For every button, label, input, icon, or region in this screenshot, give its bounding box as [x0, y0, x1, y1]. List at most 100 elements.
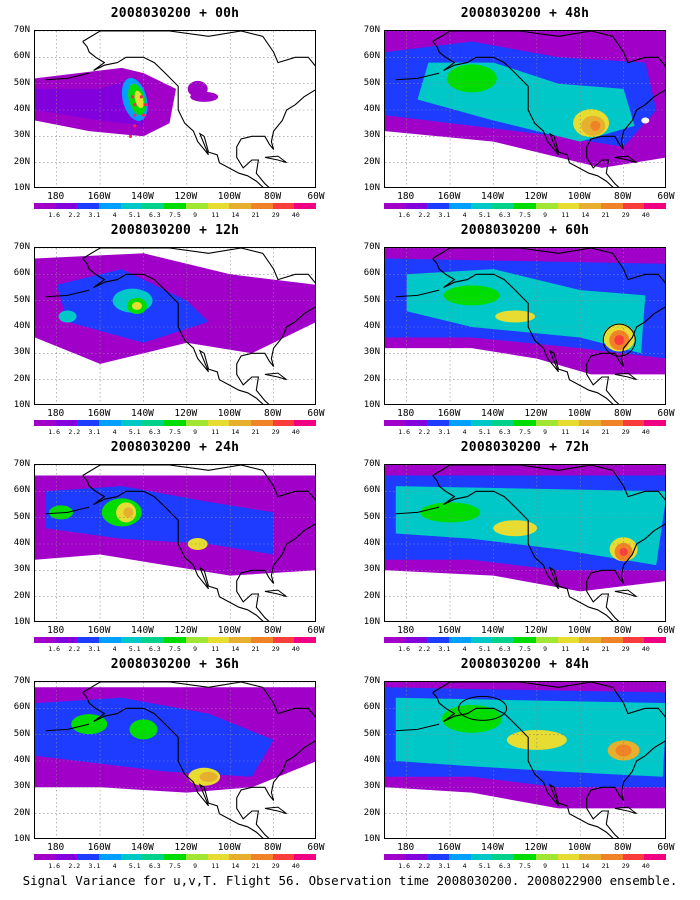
- colorbar-label: 9: [543, 862, 548, 870]
- colorbar-label: 2.2: [68, 645, 81, 653]
- colorbar-label: 6.3: [148, 211, 161, 219]
- lon-tick-label: 80W: [614, 408, 632, 419]
- lat-tick-label: 60N: [13, 485, 30, 496]
- flight-track-dot: [133, 103, 137, 107]
- colorbar-label: 6.3: [148, 645, 161, 653]
- lat-tick-label: 10N: [363, 400, 380, 410]
- colorbar-label: 5.1: [128, 428, 141, 436]
- colorbar-swatch: [514, 420, 536, 426]
- colorbar-swatch: [164, 854, 186, 860]
- colorbar-swatch: [55, 203, 78, 209]
- colorbar-label: 2.2: [418, 211, 431, 219]
- lat-tick-label: 70N: [13, 25, 30, 35]
- colorbar-swatch: [185, 854, 208, 860]
- lon-tick-label: 160W: [87, 408, 111, 419]
- colorbar-label: 11: [211, 862, 220, 870]
- colorbar-label: 11: [561, 428, 570, 436]
- colorbar-swatch: [294, 637, 316, 643]
- lat-tick-label: 60N: [13, 268, 30, 279]
- colorbar-label: 3.1: [88, 428, 101, 436]
- forecast-panel: 2008030200 + 24h 70N 60N 50N 40N 30N 20N 10N 180…: [0, 434, 350, 653]
- colorbar-label: 1.6: [398, 645, 411, 653]
- colorbar-label: 9: [543, 211, 548, 219]
- variance-map: [384, 30, 666, 188]
- lon-tick-label: 140W: [131, 408, 154, 419]
- lon-tick-label: 100W: [567, 842, 591, 853]
- colorbar-label: 6.3: [148, 428, 161, 436]
- colorbar-label: 6.3: [498, 211, 511, 219]
- colorbar-label: 7.5: [519, 645, 531, 653]
- colorbar-swatch: [250, 203, 273, 209]
- map-canvas: [35, 248, 315, 404]
- colorbar-label: 2.2: [418, 645, 431, 653]
- colorbar-swatch: [492, 637, 515, 643]
- colorbar-swatch: [644, 637, 666, 643]
- colorbar: [384, 203, 666, 209]
- lon-tick-label: 120W: [174, 191, 198, 202]
- colorbar-swatch: [185, 203, 208, 209]
- variance-map: [34, 681, 316, 839]
- colorbar-swatch: [55, 420, 78, 426]
- colorbar-swatch: [384, 420, 406, 426]
- colorbar-label: 11: [561, 645, 570, 653]
- lat-tick-label: 50N: [13, 294, 30, 305]
- colorbar-label: 3.1: [88, 645, 101, 653]
- colorbar-label: 4: [112, 211, 117, 219]
- variance-map: [34, 247, 316, 405]
- lat-tick-label: 30N: [363, 130, 380, 141]
- colorbar-swatch: [622, 854, 645, 860]
- colorbar-label: 11: [561, 211, 570, 219]
- colorbar: [384, 637, 666, 643]
- map-canvas: [35, 682, 315, 838]
- colorbar-label: 7.5: [169, 211, 181, 219]
- colorbar-swatch: [34, 203, 56, 209]
- colorbar-label: 9: [193, 428, 198, 436]
- lon-tick-label: 120W: [524, 842, 548, 853]
- colorbar-swatch: [384, 637, 406, 643]
- colorbar-swatch: [229, 420, 251, 426]
- colorbar-label: 1.6: [48, 428, 61, 436]
- colorbar-label: 14: [581, 428, 590, 436]
- lat-tick-label: 40N: [13, 321, 30, 331]
- lat-tick-label: 50N: [363, 511, 380, 522]
- colorbar-swatch: [120, 420, 143, 426]
- colorbar-label: 1.6: [398, 211, 411, 219]
- colorbar-label: 5.1: [478, 211, 491, 219]
- lon-tick-label: 80W: [614, 842, 632, 853]
- lat-tick-label: 70N: [363, 459, 380, 469]
- colorbar-swatch: [77, 203, 100, 209]
- colorbar-swatch: [55, 637, 78, 643]
- flight-track-dot: [128, 134, 133, 138]
- colorbar-swatch: [427, 203, 450, 209]
- colorbar-swatch: [405, 420, 428, 426]
- lat-tick-label: 10N: [363, 183, 380, 193]
- flight-track-dot: [139, 95, 143, 99]
- map-canvas: [385, 248, 665, 404]
- colorbar-swatch: [514, 854, 536, 860]
- colorbar-label: 7.5: [519, 428, 531, 436]
- colorbar-swatch: [535, 420, 558, 426]
- colorbar-label: 11: [211, 211, 220, 219]
- colorbar-swatch: [34, 420, 56, 426]
- lon-tick-label: 60W: [307, 191, 325, 202]
- lat-tick-label: 70N: [13, 676, 30, 686]
- colorbar-label: 11: [561, 862, 570, 870]
- colorbar-label: 6.3: [498, 428, 511, 436]
- colorbar: [34, 637, 316, 643]
- colorbar-swatch: [55, 854, 78, 860]
- lon-tick-label: 180: [397, 842, 415, 853]
- variance-map: [384, 247, 666, 405]
- lon-tick-label: 120W: [524, 625, 548, 636]
- colorbar-swatch: [99, 637, 121, 643]
- flight-track-dot: [141, 113, 146, 117]
- panel-title: 2008030200 + 48h: [460, 6, 590, 21]
- lat-tick-label: 10N: [13, 400, 30, 410]
- colorbar-label: 14: [581, 862, 590, 870]
- lon-tick-label: 100W: [567, 191, 591, 202]
- lat-tick-label: 20N: [13, 807, 30, 818]
- lat-tick-label: 10N: [13, 834, 30, 844]
- colorbar-label: 11: [211, 645, 220, 653]
- lat-tick-label: 10N: [363, 617, 380, 627]
- colorbar-label: 40: [291, 211, 300, 219]
- lon-tick-label: 60W: [307, 408, 325, 419]
